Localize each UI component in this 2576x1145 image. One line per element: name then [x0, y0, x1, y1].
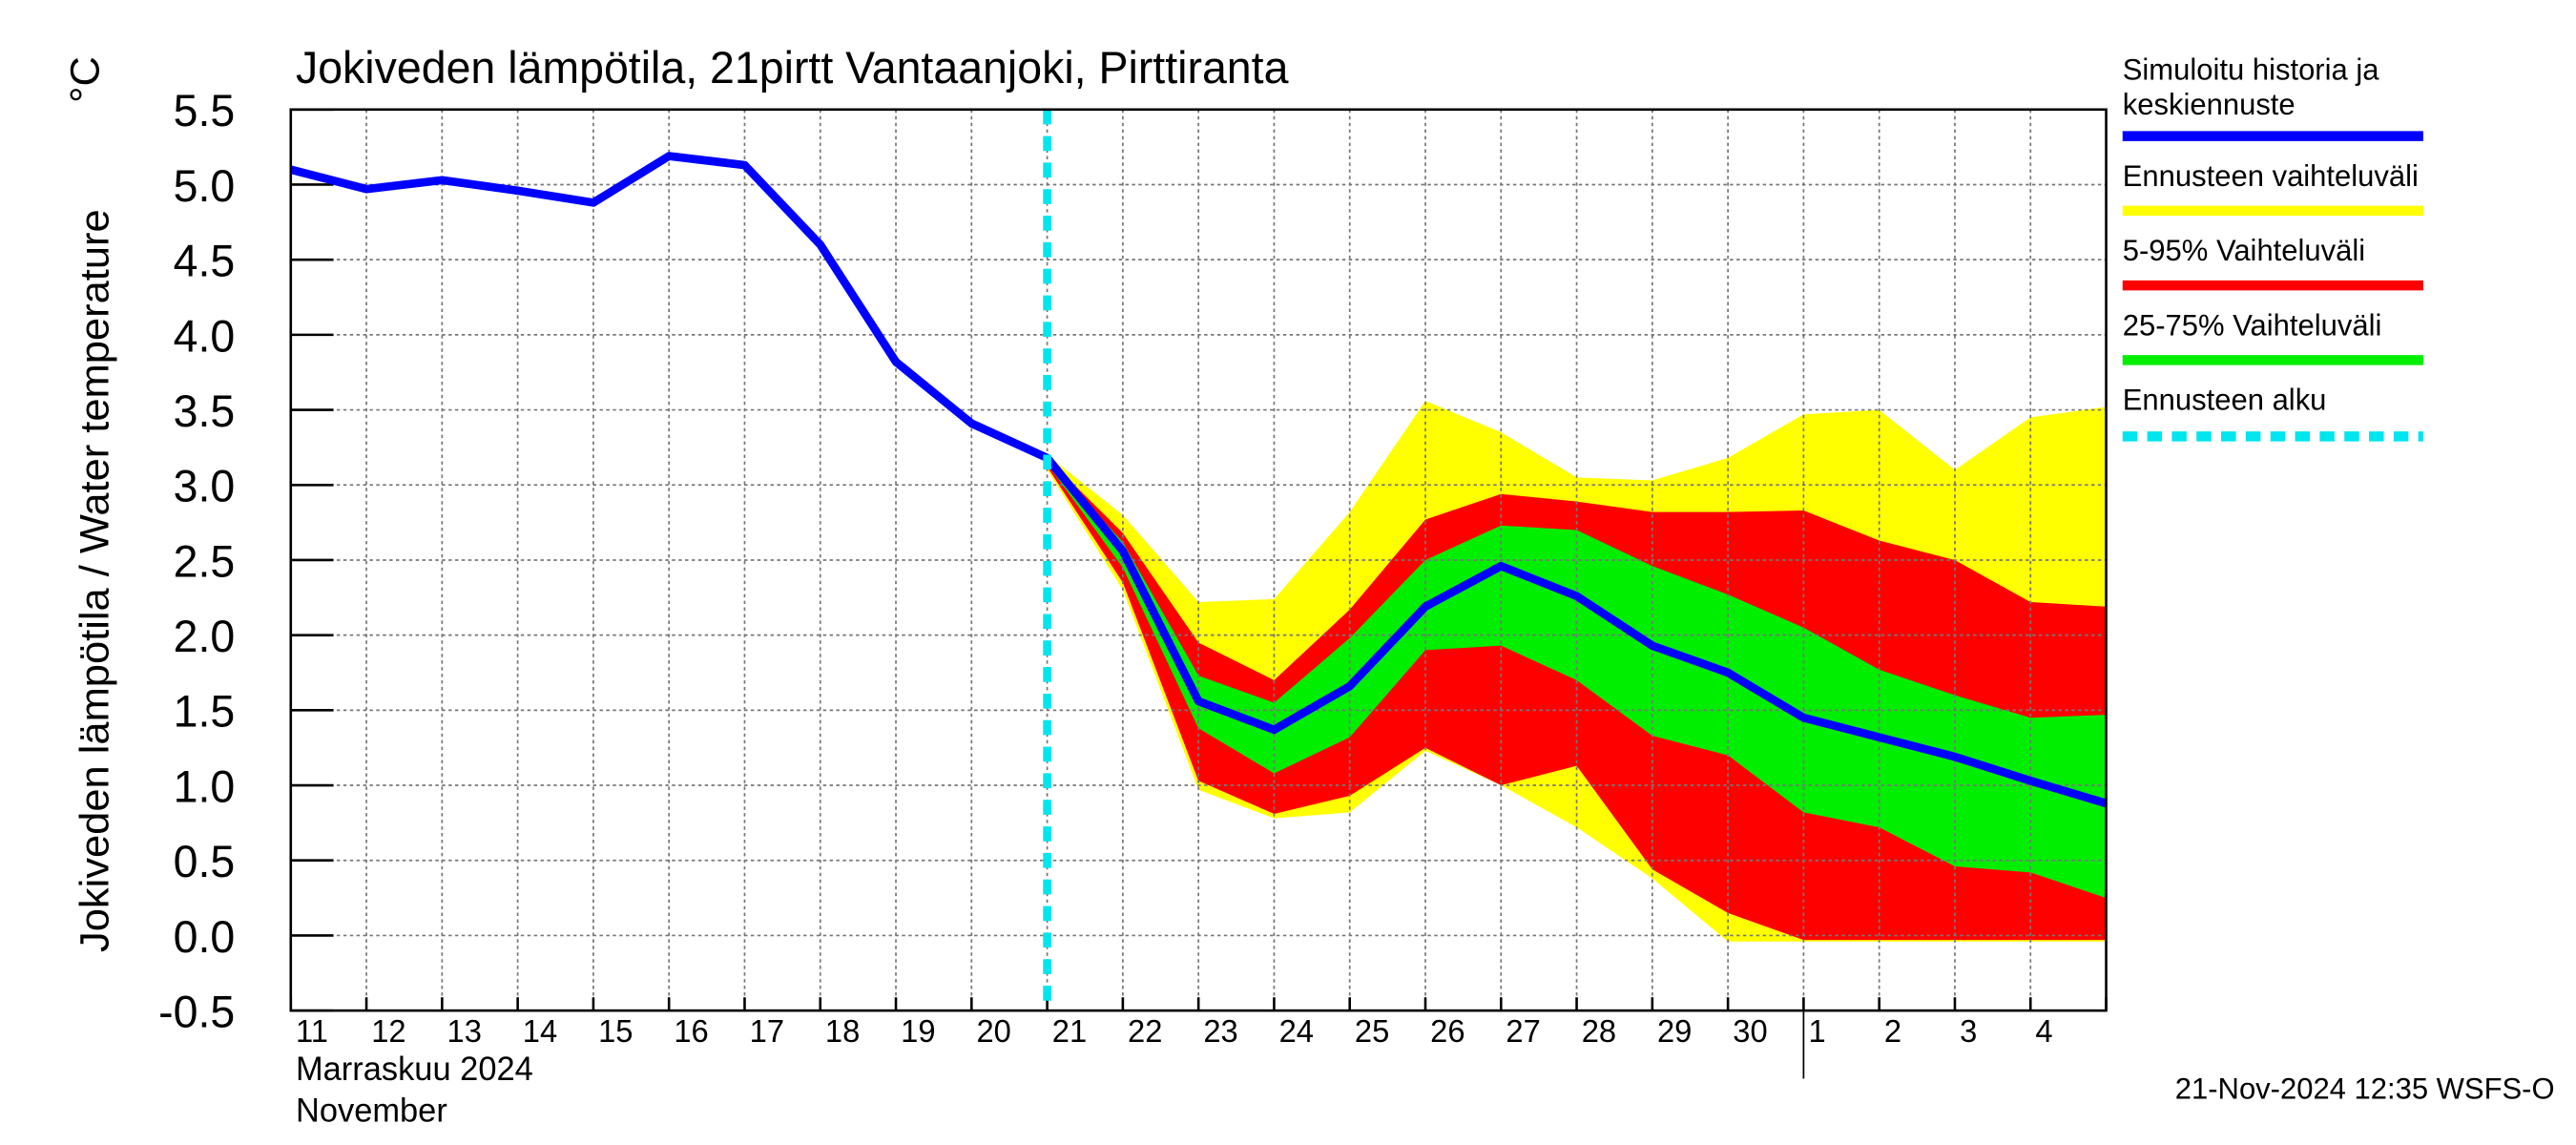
- legend-entry: 25-75% Vaihteluväli: [2122, 308, 2382, 343]
- x-tick-label: 14: [523, 1013, 557, 1049]
- y-tick-label: 5.0: [174, 161, 236, 211]
- x-tick-label: 27: [1506, 1013, 1540, 1049]
- month-label-en: November: [296, 1093, 447, 1130]
- legend-label: Ennusteen vaihteluväli: [2122, 158, 2419, 193]
- y-tick-label: 4.5: [174, 236, 236, 285]
- footer: 21-Nov-2024 12:35 WSFS-O: [2175, 1072, 2555, 1105]
- legend-label: 5-95% Vaihteluväli: [2122, 234, 2366, 267]
- plot-area: [289, 108, 2108, 1079]
- y-axis-unit: °C: [63, 56, 109, 103]
- month-label: Marraskuu 2024: [296, 1051, 533, 1088]
- x-tick-label: 21: [1052, 1013, 1087, 1049]
- legend-entry: Simuloitu historia ja keskiennuste: [2122, 52, 2379, 121]
- line: [289, 152, 2108, 808]
- x-tick-label: 22: [1128, 1013, 1162, 1049]
- x-tick-label: 16: [674, 1013, 708, 1049]
- band: [1047, 459, 2107, 899]
- x-tick-label: 24: [1279, 1013, 1314, 1049]
- legend-label: Simuloitu historia ja keskiennuste: [2122, 52, 2379, 121]
- y-axis-title: Jokiveden lämpötila / Water temperature: [73, 209, 118, 952]
- y-tick-label: 5.5: [174, 86, 236, 135]
- y-tick-label: 0.5: [174, 837, 236, 886]
- y-tick-label: -0.5: [158, 987, 235, 1036]
- x-tick-label: 12: [371, 1013, 405, 1049]
- x-tick-label: 17: [750, 1013, 784, 1049]
- y-tick-label: 2.0: [174, 612, 236, 661]
- y-tick-label: 1.0: [174, 761, 236, 811]
- x-tick-label: 15: [598, 1013, 633, 1049]
- x-tick-label: 18: [825, 1013, 860, 1049]
- x-tick-label: 2: [1884, 1013, 1901, 1049]
- x-tick-label: 23: [1203, 1013, 1237, 1049]
- legend-label: Ennusteen alku: [2122, 383, 2327, 417]
- legend-entry: Ennusteen vaihteluväli: [2122, 158, 2419, 193]
- y-tick-label: 3.5: [174, 386, 236, 436]
- x-tick-label: 20: [976, 1013, 1010, 1049]
- x-tick-label: 29: [1657, 1013, 1692, 1049]
- x-tick-label: 4: [2035, 1013, 2052, 1049]
- legend-entry: 5-95% Vaihteluväli: [2122, 234, 2366, 267]
- x-tick-label: 3: [1960, 1013, 1977, 1049]
- x-tick-label: 13: [447, 1013, 482, 1049]
- x-tick-label: 26: [1430, 1013, 1465, 1049]
- x-tick-label: 28: [1582, 1013, 1616, 1049]
- y-tick-label: 0.0: [174, 912, 236, 962]
- y-tick-label: 1.5: [174, 687, 236, 737]
- y-tick-label: 3.0: [174, 461, 236, 510]
- legend-entry: Ennusteen alku: [2122, 383, 2327, 417]
- x-tick-label: 30: [1733, 1013, 1767, 1049]
- y-tick-label: 2.5: [174, 536, 236, 586]
- legend-label: 25-75% Vaihteluväli: [2122, 308, 2382, 343]
- chart-title: Jokiveden lämpötila, 21pirtt Vantaanjoki…: [296, 43, 1288, 93]
- x-tick-label: 1: [1809, 1013, 1826, 1049]
- x-tick-label: 25: [1355, 1013, 1389, 1049]
- y-tick-label: 4.0: [174, 311, 236, 361]
- x-tick-label: 11: [296, 1013, 328, 1049]
- x-tick-label: 19: [901, 1013, 935, 1049]
- plot-frame: [289, 108, 2108, 1012]
